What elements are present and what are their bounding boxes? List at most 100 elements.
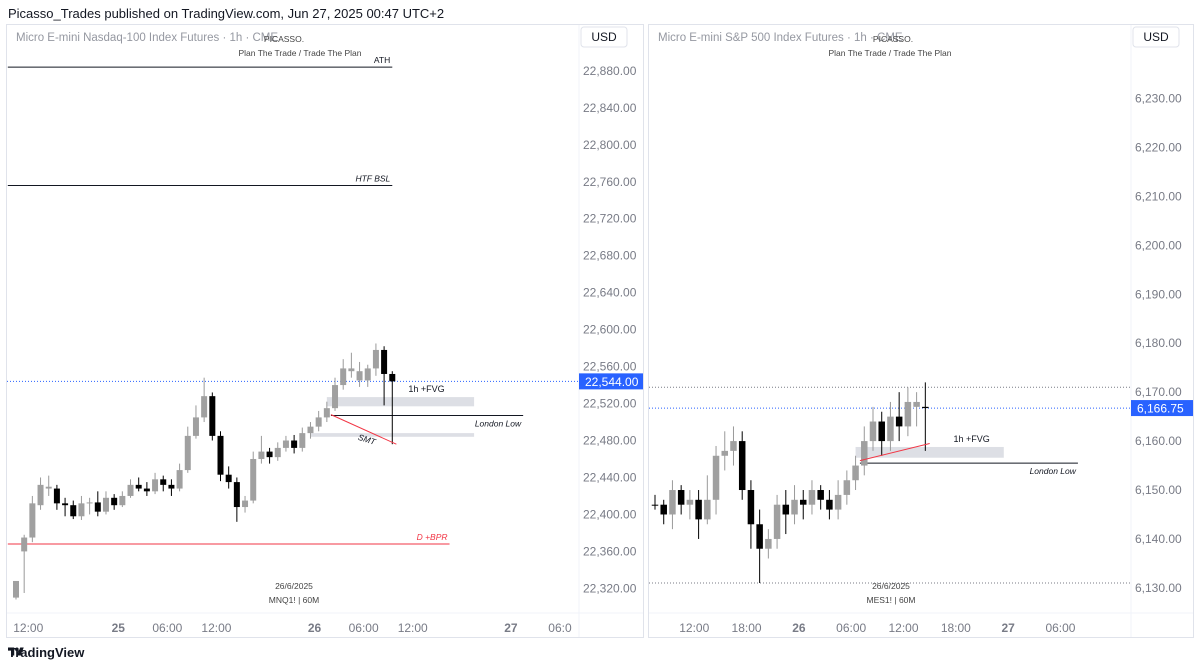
footer-brand-text: TradingView bbox=[8, 645, 85, 660]
chart2-y-tick-label: 6,230.00 bbox=[1135, 92, 1182, 106]
chart1-candle-body bbox=[242, 500, 249, 508]
chart1-title: Micro E-mini Nasdaq-100 Index Futures · … bbox=[16, 32, 278, 44]
chart2-level-label: London Low bbox=[1030, 466, 1077, 476]
chart2-y-tick-label: 6,130.00 bbox=[1135, 581, 1182, 595]
chart2-subtitle: Plan The Trade / Trade The Plan bbox=[828, 48, 951, 58]
chart1-x-tick-label: 12:00 bbox=[398, 621, 428, 635]
chart1-currency-label: USD bbox=[591, 30, 617, 44]
chart1-candle-body bbox=[282, 440, 289, 448]
chart2-y-tick-label: 6,220.00 bbox=[1135, 141, 1182, 155]
chart1-candle-body bbox=[307, 426, 314, 434]
nasdaq-chart-svg[interactable]: 22,880.00 22,840.00 22,800.00 22,760.00 22,7… bbox=[7, 25, 644, 638]
chart2-candle-body bbox=[782, 504, 790, 515]
chart2-candle-body bbox=[765, 538, 772, 549]
chart1-y-tick-label: 22,880.00 bbox=[583, 64, 637, 78]
chart1-candle-body bbox=[160, 479, 167, 485]
chart1-currency-box bbox=[580, 26, 628, 48]
sp500-chart-panel[interactable]: 6,230.00 6,220.00 6,210.00 6,200.00 6,190.00… bbox=[648, 24, 1194, 638]
chart1-level-label: London Low bbox=[475, 419, 522, 429]
chart2-candle-body bbox=[695, 499, 702, 520]
chart1-y-tick-label: 22,600.00 bbox=[583, 323, 637, 337]
chart1-y-tick-label: 22,640.00 bbox=[583, 286, 637, 300]
chart1-y-tick-label: 22,360.00 bbox=[583, 544, 637, 558]
chart1-candle-body bbox=[168, 484, 175, 489]
chart1-y-tick-label: 22,800.00 bbox=[583, 138, 637, 152]
chart1-y-tick-label: 22,560.00 bbox=[583, 360, 637, 374]
chart2-y-tick-label: 6,140.00 bbox=[1135, 532, 1182, 546]
chart1-candle-body bbox=[78, 503, 85, 517]
chart1-candle-body bbox=[389, 373, 396, 382]
chart1-candle-body bbox=[143, 488, 150, 492]
chart2-y-tick-label: 6,210.00 bbox=[1135, 189, 1182, 203]
chart2-candle-body bbox=[887, 416, 894, 442]
chart2-candle-body bbox=[834, 494, 842, 510]
chart1-candle-body bbox=[348, 368, 355, 372]
chart2-fvg-zone bbox=[855, 446, 1004, 458]
nasdaq-chart-panel[interactable]: 22,880.00 22,840.00 22,800.00 22,760.00 22,7… bbox=[6, 24, 644, 638]
chart1-x-tick-label: 06:0 bbox=[548, 621, 572, 635]
chart1-fvg-zone bbox=[326, 397, 475, 407]
chart2-candle-body bbox=[721, 450, 729, 456]
chart1-y-tick-label: 22,520.00 bbox=[583, 397, 637, 411]
chart2-candle-body bbox=[712, 455, 720, 500]
chart1-candle-body bbox=[299, 433, 306, 448]
chart2-last-price-box bbox=[1131, 400, 1193, 417]
chart2-candle-body bbox=[677, 490, 685, 505]
chart2-x-tick-label: 18:00 bbox=[732, 621, 762, 635]
chart1-subtitle: Plan The Trade / Trade The Plan bbox=[238, 48, 361, 58]
chart1-candle-body bbox=[209, 396, 216, 436]
chart1-x-tick-label: 12:00 bbox=[13, 621, 43, 635]
chart2-candle-body bbox=[669, 490, 676, 515]
chart1-x-tick-label: 12:00 bbox=[201, 621, 231, 635]
chart1-bottom-symbol: MNQ1! | 60M bbox=[269, 595, 319, 605]
tradingview-logo-icon bbox=[8, 647, 24, 656]
chart2-x-tick-label: 06:00 bbox=[836, 621, 866, 635]
chart2-candle-body bbox=[878, 421, 885, 442]
chart1-candle-body bbox=[127, 484, 134, 496]
chart2-candle-body bbox=[756, 524, 763, 549]
chart1-y-tick-label: 22,840.00 bbox=[583, 101, 637, 115]
chart1-y-tick-label: 22,320.00 bbox=[583, 581, 637, 595]
chart2-candle-body bbox=[651, 504, 659, 506]
chart1-candle-body bbox=[111, 497, 118, 506]
chart2-last-price-text: 6,166.75 bbox=[1137, 402, 1184, 416]
chart1-x-tick-label: 25 bbox=[112, 621, 126, 635]
chart1-level-label: ATH bbox=[374, 55, 390, 65]
chart1-candle-body bbox=[315, 417, 322, 427]
chart1-x-tick-label: 06:00 bbox=[349, 621, 379, 635]
publish-header: Picasso_Trades published on TradingView.… bbox=[8, 6, 445, 21]
chart1-smt-line bbox=[330, 414, 397, 445]
chart1-x-tick-label: 27 bbox=[504, 621, 518, 635]
chart2-y-tick-label: 6,160.00 bbox=[1135, 434, 1182, 448]
chart2-candle-body bbox=[913, 401, 920, 407]
chart1-y-tick-label: 22,760.00 bbox=[583, 175, 637, 189]
chart1-candle-body bbox=[86, 502, 93, 504]
chart2-x-tick-label: 06:00 bbox=[1045, 621, 1075, 635]
chart1-candle-body bbox=[45, 486, 52, 489]
chart1-last-price-text: 22,544.00 bbox=[585, 375, 639, 389]
chart2-candle-body bbox=[660, 504, 667, 515]
chart1-candle-body bbox=[291, 440, 298, 448]
chart1-candle-body bbox=[250, 458, 257, 501]
chart2-bottom-symbol: MES1! | 60M bbox=[867, 595, 916, 605]
chart2-candle-body bbox=[826, 499, 833, 510]
chart1-candle-body bbox=[258, 451, 265, 459]
footer-brand[interactable]: TradingView bbox=[8, 645, 84, 660]
chart2-candle-body bbox=[747, 490, 755, 525]
chart2-candle-body bbox=[791, 499, 798, 515]
chart1-candle-body bbox=[135, 484, 142, 489]
chart2-y-tick-label: 6,190.00 bbox=[1135, 287, 1182, 301]
chart1-x-tick-label: 06:00 bbox=[152, 621, 182, 635]
chart2-candle-body bbox=[904, 401, 912, 427]
chart2-candle-body bbox=[895, 416, 903, 427]
chart1-candle-body bbox=[274, 447, 281, 458]
chart1-y-tick-label: 22,440.00 bbox=[583, 470, 637, 484]
chart1-candle-body bbox=[53, 488, 60, 504]
chart1-candle-body bbox=[266, 451, 273, 458]
chart2-candle-body bbox=[704, 499, 711, 520]
chart2-candle-body bbox=[686, 499, 694, 505]
chart1-level-label: HTF BSL bbox=[355, 173, 390, 183]
chart1-fvg-label: 1h +FVG bbox=[408, 384, 444, 394]
chart1-y-tick-label: 22,400.00 bbox=[583, 507, 637, 521]
sp500-chart-svg[interactable]: 6,230.00 6,220.00 6,210.00 6,200.00 6,190.00… bbox=[649, 25, 1194, 638]
